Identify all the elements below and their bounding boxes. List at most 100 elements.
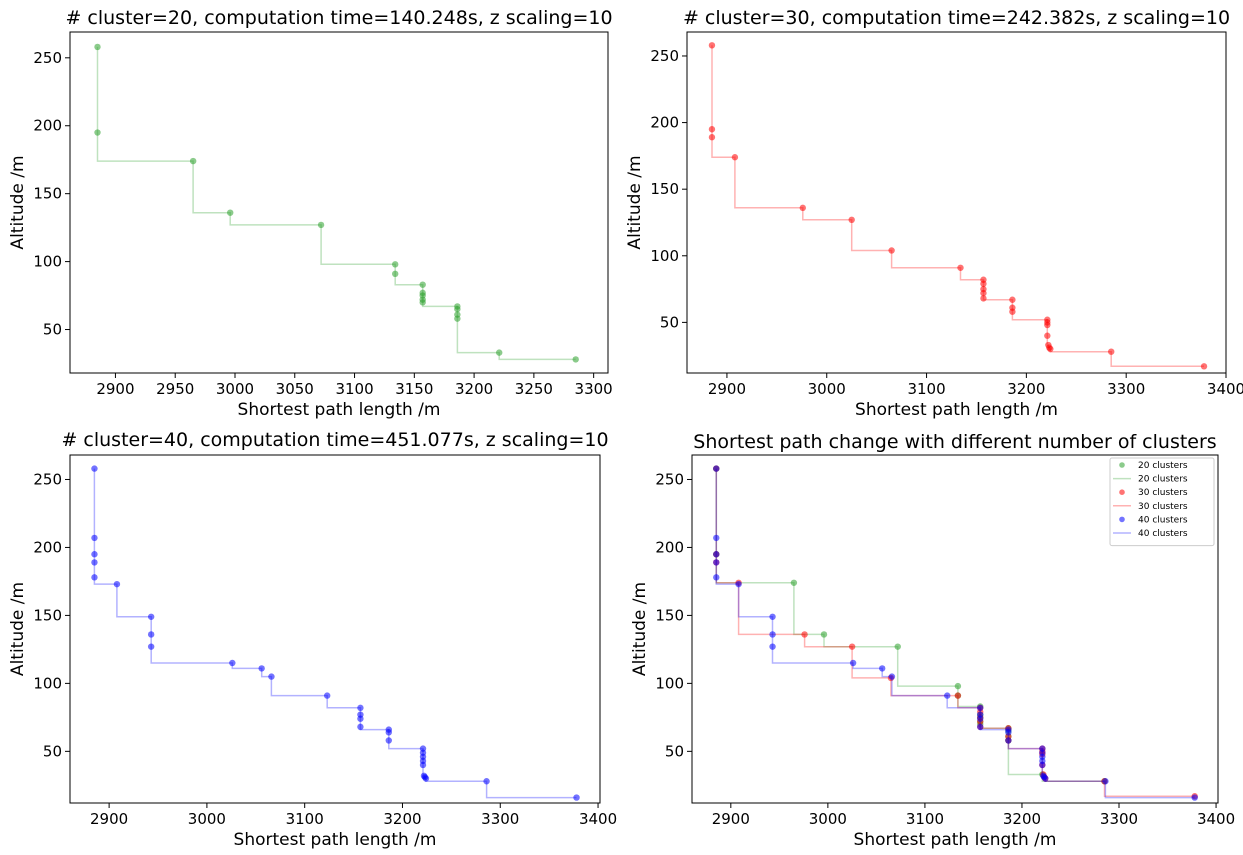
data-point — [94, 129, 101, 136]
data-point — [801, 631, 808, 638]
x-tick-label: 3100 — [335, 380, 373, 398]
data-point — [879, 665, 886, 672]
legend-marker — [1119, 489, 1125, 496]
data-point — [357, 715, 364, 722]
x-tick-label: 2900 — [96, 380, 134, 398]
x-tick-label: 3100 — [906, 810, 944, 828]
data-point — [977, 715, 984, 722]
data-point — [258, 665, 265, 672]
legend-marker — [1119, 516, 1125, 523]
data-point — [323, 692, 331, 699]
series-line — [711, 45, 1204, 368]
x-tick-label: 2900 — [712, 810, 750, 828]
x-tick-label: 3300 — [575, 380, 613, 398]
legend-label: 30 clusters — [1138, 488, 1188, 498]
data-point — [357, 723, 364, 731]
x-tick-label: 3400 — [579, 810, 617, 828]
data-point — [229, 659, 236, 667]
data-point — [268, 673, 275, 680]
y-tick-label: 200 — [33, 538, 62, 556]
y-tick-label: 100 — [650, 247, 679, 265]
x-tick-label: 3100 — [286, 810, 324, 828]
legend-label: 30 clusters — [1138, 502, 1188, 512]
x-tick-label: 3200 — [1007, 380, 1045, 398]
legend-marker — [1119, 462, 1125, 468]
data-point — [91, 465, 98, 472]
data-point — [957, 264, 964, 271]
data-point — [1009, 296, 1016, 303]
y-tick-label: 150 — [33, 185, 62, 203]
data-point — [1044, 321, 1051, 329]
data-point — [227, 209, 234, 216]
chart-panel-0: # cluster=20, computation time=140.248s,… — [8, 7, 613, 420]
data-point — [735, 580, 742, 588]
data-point — [391, 270, 399, 278]
data-point — [713, 559, 720, 566]
chart-title: Shortest path change with different numb… — [693, 431, 1216, 453]
data-point — [977, 704, 984, 712]
y-tick-label: 200 — [650, 114, 679, 132]
y-tick-label: 50 — [660, 313, 679, 331]
data-point — [357, 704, 364, 712]
y-tick-label: 100 — [33, 253, 62, 271]
x-tick-label: 3250 — [515, 380, 553, 398]
series-line — [93, 468, 577, 799]
x-tick-label: 3000 — [188, 810, 226, 828]
data-point — [419, 761, 427, 769]
y-tick-label: 250 — [33, 49, 62, 67]
data-point — [888, 673, 896, 680]
plot-frame — [69, 31, 609, 374]
legend-label: 20 clusters — [1138, 461, 1188, 471]
x-tick-label: 2900 — [90, 810, 128, 828]
data-point — [1191, 794, 1198, 801]
x-axis-label: Shortest path length /m — [238, 400, 441, 420]
data-point — [713, 551, 720, 558]
data-point — [820, 631, 828, 638]
x-tick-label: 3000 — [809, 810, 847, 828]
x-tick-label: 3300 — [1100, 810, 1138, 828]
x-tick-label: 3300 — [481, 810, 519, 828]
x-tick-label: 3100 — [907, 380, 945, 398]
x-tick-label: 3400 — [1207, 380, 1243, 398]
data-point — [189, 157, 197, 165]
chart-panel-3: Shortest path change with different numb… — [630, 431, 1235, 850]
y-axis-label: Altitude /m — [630, 582, 650, 676]
data-point — [454, 305, 461, 313]
data-point — [980, 289, 987, 297]
y-axis-label: Altitude /m — [8, 155, 28, 249]
data-point — [1102, 778, 1109, 785]
data-point — [1044, 332, 1051, 339]
plot-frame — [69, 454, 601, 804]
data-point — [391, 261, 399, 268]
x-axis-label: Shortest path length /m — [855, 400, 1058, 420]
y-tick-label: 50 — [43, 742, 62, 760]
data-point — [894, 643, 901, 650]
y-tick-label: 200 — [655, 538, 684, 556]
x-tick-label: 2950 — [156, 380, 194, 398]
data-point — [573, 794, 580, 801]
chart-title: # cluster=20, computation time=140.248s,… — [65, 7, 612, 29]
y-axis-label: Altitude /m — [625, 155, 645, 249]
chart-panel-1: # cluster=30, computation time=242.382s,… — [625, 7, 1243, 420]
data-point — [977, 723, 984, 731]
data-point — [496, 349, 503, 356]
y-tick-label: 50 — [665, 742, 684, 760]
plot-frame — [686, 31, 1227, 374]
legend-label: 40 clusters — [1138, 515, 1188, 525]
x-tick-label: 3150 — [395, 380, 433, 398]
data-point — [385, 737, 392, 744]
data-point — [799, 204, 806, 212]
data-point — [708, 134, 716, 141]
x-axis-label: Shortest path length /m — [854, 830, 1057, 850]
data-point — [1042, 775, 1049, 782]
chart-panel-2: # cluster=40, computation time=451.077s,… — [8, 429, 617, 850]
x-tick-label: 3400 — [1197, 810, 1235, 828]
legend-label: 20 clusters — [1138, 475, 1188, 485]
data-point — [1009, 308, 1016, 315]
data-point — [1108, 348, 1115, 355]
data-point — [91, 574, 98, 581]
data-point — [113, 580, 121, 588]
y-tick-label: 200 — [33, 117, 62, 135]
data-point — [769, 643, 776, 650]
